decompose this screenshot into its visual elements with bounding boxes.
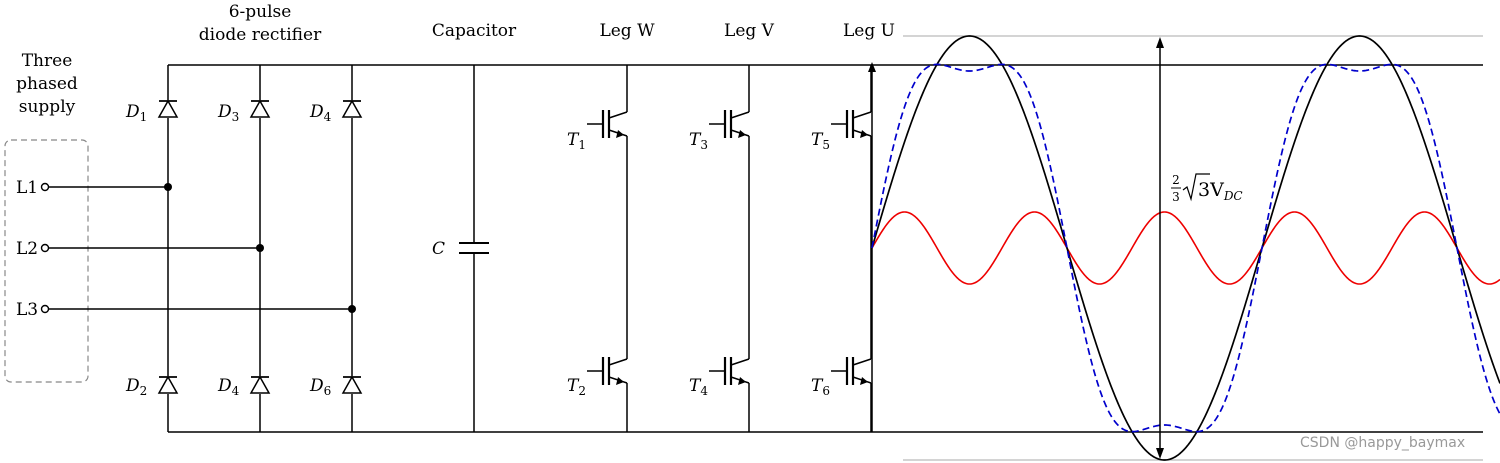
diode-label-d1: D1 bbox=[125, 102, 147, 124]
rectifier-label-line2: diode rectifier bbox=[199, 25, 322, 45]
amplitude-label: 2 3 3VDC bbox=[1171, 173, 1243, 204]
capacitor-symbol-label: C bbox=[432, 239, 445, 259]
leg-u-arrow-icon bbox=[868, 62, 876, 72]
headings: Three phased supply 6-pulse diode rectif… bbox=[16, 2, 895, 117]
vdc-label: 3VDC bbox=[1198, 179, 1243, 203]
diode-label-d2: D2 bbox=[125, 376, 147, 398]
diode-label-d4-top: D4 bbox=[309, 102, 332, 124]
supply-box bbox=[4, 139, 89, 383]
black-waveform bbox=[871, 35, 1500, 461]
terminal-l2: L2 bbox=[16, 239, 264, 259]
igbt-leg1-upper-icon bbox=[587, 65, 628, 248]
diode-d3-icon bbox=[249, 99, 271, 118]
diode-d1-icon bbox=[157, 99, 179, 118]
diode-d4-top-icon bbox=[341, 99, 363, 118]
transistor-label-t4: T4 bbox=[689, 376, 708, 398]
leg-u-label: Leg U bbox=[843, 21, 895, 41]
terminal-l1-label: L1 bbox=[16, 178, 38, 198]
amplitude-arrow-up-icon bbox=[1156, 37, 1164, 48]
leg-w-label: Leg W bbox=[599, 21, 655, 41]
diode-label-d4-bottom: D4 bbox=[217, 376, 240, 398]
fraction-numerator: 2 bbox=[1172, 173, 1180, 187]
igbt-leg2-lower-icon bbox=[709, 248, 750, 432]
diode-label-d6: D6 bbox=[309, 376, 331, 398]
transistor-label-t1: T1 bbox=[567, 130, 586, 152]
transistor-label-t3: T3 bbox=[689, 130, 708, 152]
transistor-label-t6: T6 bbox=[811, 376, 830, 398]
supply-label-line1: Three bbox=[22, 51, 73, 71]
igbt-leg3-upper-icon bbox=[831, 65, 872, 248]
rectifier-label-line1: 6-pulse bbox=[229, 2, 292, 22]
igbt-symbols bbox=[587, 65, 872, 432]
terminal-l2-label: L2 bbox=[16, 239, 38, 259]
transistor-labels: T1 T3 T5 T2 T4 T6 bbox=[567, 130, 830, 398]
sqrt-symbol-icon bbox=[1182, 173, 1210, 202]
capacitor-title: Capacitor bbox=[432, 21, 517, 41]
leg-v-label: Leg V bbox=[724, 21, 775, 41]
blue-dashed-waveform bbox=[871, 63, 1500, 433]
fraction-denominator: 3 bbox=[1172, 190, 1180, 204]
diode-d6-icon bbox=[341, 375, 363, 394]
diode-d4-bottom-icon bbox=[249, 375, 271, 394]
igbt-leg3-lower-icon bbox=[831, 248, 872, 432]
transistor-label-t5: T5 bbox=[811, 130, 830, 152]
watermark: CSDN @happy_baymax bbox=[1300, 435, 1465, 451]
terminal-l1: L1 bbox=[16, 178, 172, 198]
supply-label-line3: supply bbox=[19, 97, 76, 117]
red-waveform bbox=[871, 211, 1500, 285]
transistor-label-t2: T2 bbox=[567, 376, 586, 398]
igbt-leg2-upper-icon bbox=[709, 65, 750, 248]
diode-label-d3: D3 bbox=[217, 102, 239, 124]
rectifier bbox=[167, 65, 353, 432]
terminal-l3-label: L3 bbox=[16, 300, 38, 320]
amplitude-arrow-down-icon bbox=[1156, 448, 1164, 459]
igbt-leg1-lower-icon bbox=[587, 248, 628, 432]
dc-link-capacitor bbox=[459, 65, 489, 432]
diode-d2-icon bbox=[157, 375, 179, 394]
waveform-plot: 2 3 3VDC bbox=[868, 35, 1500, 461]
supply-label-line2: phased bbox=[16, 74, 78, 94]
diode-symbols bbox=[157, 99, 363, 394]
terminal-l3: L3 bbox=[16, 300, 356, 320]
diode-labels: D1 D3 D4 D2 D4 D6 bbox=[125, 102, 332, 398]
